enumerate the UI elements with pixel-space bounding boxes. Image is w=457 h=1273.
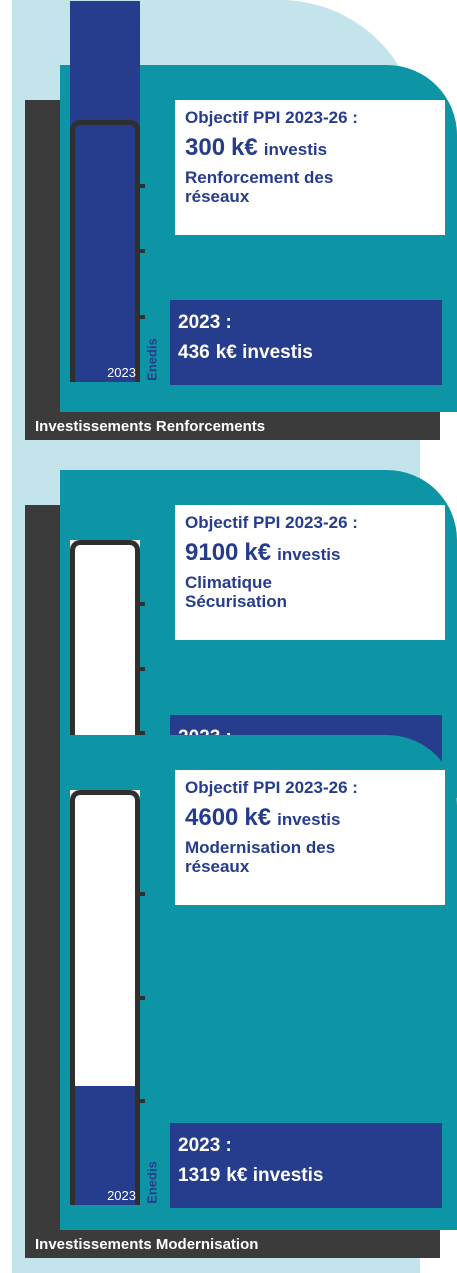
gauge-tick (135, 891, 145, 896)
objective-label: Objectif PPI 2023-26 : (185, 513, 358, 532)
text-line: Objectif PPI 2023-26 : (185, 778, 445, 798)
text-line: 2023 : (178, 1135, 442, 1157)
gauge-tick (135, 602, 145, 607)
gauge-tick (135, 314, 145, 319)
objective-suffix: investis (277, 810, 341, 829)
description: Renforcement des (185, 168, 334, 187)
text-line: réseaux (185, 857, 445, 876)
text-line: Objectif PPI 2023-26 : (185, 513, 445, 533)
objective-unit: k€ (244, 804, 272, 831)
objective-box: Objectif PPI 2023-26 : 300 k€ investis Renfo… (175, 100, 445, 235)
description: Climatique (185, 573, 272, 592)
text-line: réseaux (185, 187, 445, 206)
side-strip (25, 770, 65, 1230)
text-line: 9100 k€ investis (185, 539, 445, 567)
operator: Enedis (144, 1161, 160, 1204)
side-strip (25, 100, 65, 412)
gauge-tick (135, 666, 145, 671)
text-line: 436 k€ investis (178, 342, 442, 364)
year-label: 2023 : (178, 1135, 232, 1156)
actual-unit: k€ investis (215, 342, 313, 363)
text-line: Sécurisation (185, 592, 445, 611)
description: Modernisation des (185, 838, 336, 857)
year-label: 2023 : (178, 312, 232, 333)
footer: Investissements Modernisation (25, 1230, 440, 1258)
objective-value: 300 (185, 134, 226, 161)
actual-box: 2023 : 436 k€ investis (170, 300, 442, 385)
side-strip (25, 505, 65, 798)
objective-label: Objectif PPI 2023-26 : (185, 778, 358, 797)
text-line: 300 k€ investis (185, 134, 445, 162)
footer-title: Investissements Modernisation (35, 1236, 259, 1253)
operator: Enedis (144, 338, 160, 381)
description: réseaux (185, 187, 250, 206)
text-line: Renforcement des (185, 168, 445, 187)
gauge-tick (135, 183, 145, 188)
actual-value: 436 (178, 342, 210, 363)
objective-box: Objectif PPI 2023-26 : 9100 k€ investis Clim… (175, 505, 445, 640)
objective-value: 4600 (185, 804, 239, 831)
footer: Investissements Renforcements (25, 412, 440, 440)
text-line: Objectif PPI 2023-26 : (185, 108, 445, 128)
text-line: 2023 : (178, 312, 442, 334)
gauge: 2023 (70, 790, 145, 1205)
gauge-tick (135, 249, 145, 253)
gauge-fill (70, 1086, 140, 1205)
gauge: 2023 (70, 1, 145, 382)
objective-suffix: investis (277, 545, 341, 564)
text-line: 4600 k€ investis (185, 804, 445, 832)
footer-title: Investissements Renforcements (35, 418, 266, 435)
gauge-tick (135, 730, 145, 735)
objective-suffix: investis (263, 140, 328, 159)
actual-unit: k€ investis (226, 1165, 324, 1186)
description: réseaux (185, 857, 250, 876)
gauge-year: 2023 (107, 365, 136, 380)
objective-unit: k€ (244, 539, 272, 566)
actual-value: 1319 (178, 1165, 221, 1186)
objective-unit: k€ (231, 134, 258, 161)
actual-box: 2023 : 1319 k€ investis (170, 1123, 442, 1208)
gauge-year: 2023 (107, 1188, 136, 1203)
text-line: Modernisation des (185, 838, 445, 857)
objective-label: Objectif PPI 2023-26 : (185, 108, 358, 127)
gauge-tick (135, 995, 145, 1000)
text-line: Climatique (185, 573, 445, 592)
objective-box: Objectif PPI 2023-26 : 4600 k€ investis Mode… (175, 770, 445, 905)
gauge-fill (70, 1, 140, 382)
gauge-frame (70, 790, 140, 1205)
gauge-frame (70, 120, 140, 382)
text-line: 1319 k€ investis (178, 1165, 442, 1187)
description: Sécurisation (185, 592, 288, 611)
gauge-tick (135, 1099, 145, 1104)
objective-value: 9100 (185, 539, 239, 566)
